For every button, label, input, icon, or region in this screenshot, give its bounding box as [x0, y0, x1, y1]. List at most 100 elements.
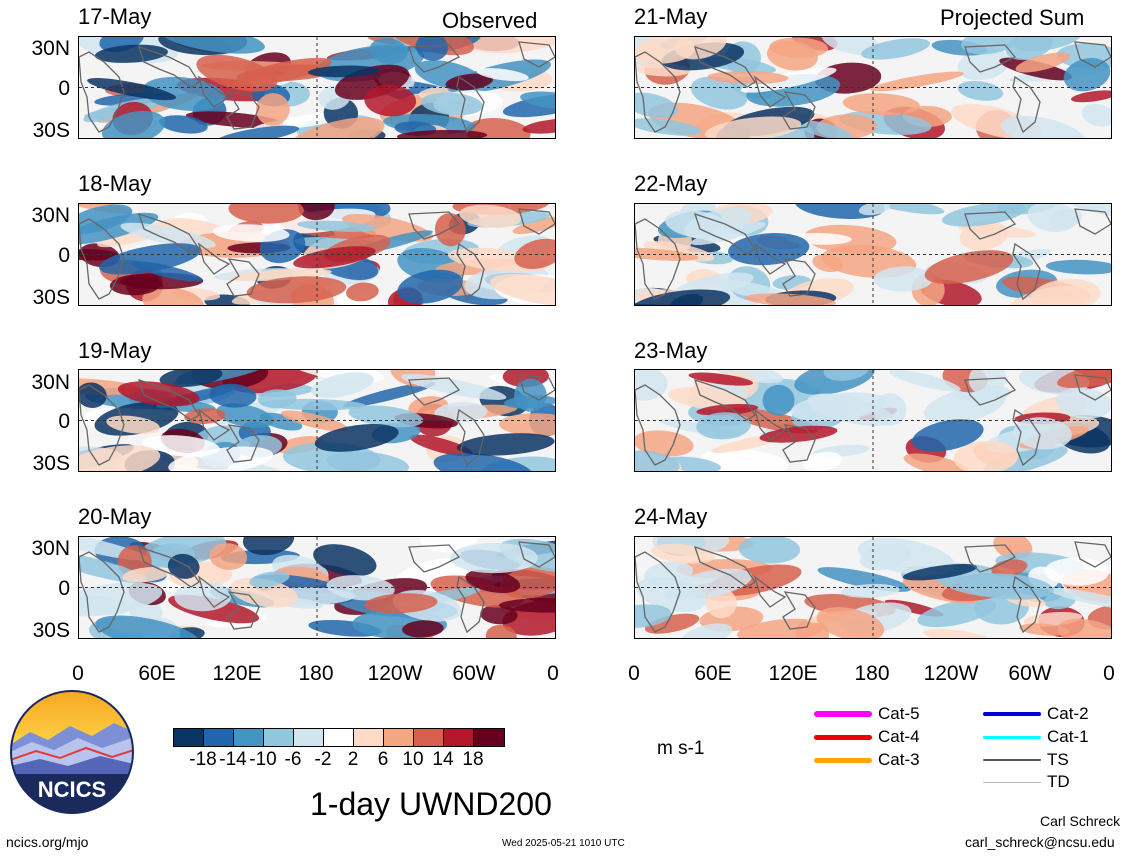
legend-item-cat5: Cat-5 — [814, 703, 920, 725]
anomaly-blob — [1019, 623, 1070, 636]
coastline — [635, 51, 681, 133]
coastline — [456, 242, 485, 301]
anomaly-blob — [873, 266, 934, 292]
lat-label: 0 — [58, 244, 70, 267]
anomaly-blob — [79, 445, 161, 471]
ncics-logo-icon: NCICS — [10, 690, 134, 814]
anomaly-blob — [137, 537, 227, 568]
anomaly-blob — [953, 440, 1019, 471]
legend-item-td: TD — [983, 771, 1070, 793]
anomaly-blob — [249, 571, 290, 588]
anomaly-blob — [840, 583, 900, 598]
legend-item-cat3: Cat-3 — [814, 749, 920, 771]
legend-label: Cat-4 — [878, 727, 920, 746]
lon-label: 0 — [72, 662, 84, 685]
anomaly-blob — [79, 248, 118, 261]
colorbar-box — [414, 729, 444, 746]
lat-label: 30S — [32, 452, 70, 475]
colorbar-box — [204, 729, 234, 746]
anomaly-blob — [745, 293, 836, 305]
anomaly-blob — [364, 593, 438, 614]
coastline — [693, 212, 756, 255]
coastline — [137, 378, 200, 421]
lat-label: 30S — [32, 286, 70, 309]
anomaly-blob — [759, 425, 838, 443]
anomaly-blob — [1081, 103, 1111, 127]
anomaly-blob — [307, 65, 380, 78]
coastline — [1012, 575, 1041, 634]
anomaly-blob — [122, 566, 170, 583]
anomaly-blob — [705, 116, 802, 138]
anomaly-blob — [485, 624, 517, 638]
anomaly-blob — [959, 573, 1054, 600]
coastline — [782, 591, 816, 630]
anomaly-map — [634, 203, 1112, 306]
anomaly-blob — [174, 581, 232, 612]
coastline — [1012, 75, 1041, 134]
anomaly-blob — [857, 537, 955, 576]
panel-date: 18-May — [78, 171, 152, 196]
anomaly-blob — [255, 93, 290, 126]
anomaly-blob — [923, 628, 991, 638]
anomaly-blob — [216, 403, 274, 429]
anomaly-blob — [1044, 557, 1109, 586]
units-label: m s-1 — [657, 738, 705, 759]
anomaly-blob — [101, 110, 166, 138]
coastline — [408, 544, 461, 573]
coastline — [226, 591, 260, 630]
anomaly-blob — [1056, 387, 1111, 419]
colorbar-tick-label: -14 — [219, 749, 247, 770]
projected-tag: Projected Sum — [940, 5, 1085, 30]
anomaly-blob — [369, 37, 408, 64]
anomaly-blob — [499, 413, 555, 437]
anomaly-blob — [415, 37, 449, 61]
anomaly-blob — [635, 289, 731, 305]
legend-label: TD — [1047, 772, 1070, 791]
anomaly-blob — [635, 450, 680, 471]
figure-title: 1-day UWND200 — [310, 786, 552, 822]
panel-date: 23-May — [634, 338, 708, 363]
coastline — [964, 44, 1017, 73]
anomaly-blob — [1070, 90, 1111, 103]
anomaly-blob — [364, 84, 417, 117]
anomaly-blob — [635, 92, 679, 119]
anomaly-blob — [812, 254, 844, 272]
anomaly-field — [635, 204, 1111, 305]
footer-url: ncics.org/mjo — [6, 834, 89, 850]
coastline — [964, 211, 1017, 240]
anomaly-blob — [434, 213, 466, 247]
coastline — [226, 424, 260, 463]
anomaly-field — [635, 537, 1111, 638]
anomaly-blob — [456, 433, 555, 456]
anomaly-blob — [79, 382, 107, 408]
legend-swatch — [983, 781, 1041, 783]
colorbar — [173, 728, 505, 747]
footer-author: Carl Schreck — [1040, 813, 1121, 829]
coastline — [782, 424, 816, 463]
anomaly-blob — [421, 92, 483, 116]
anomaly-map — [78, 36, 556, 139]
anomaly-blob — [957, 48, 1011, 81]
legend-item-cat2: Cat-2 — [983, 703, 1089, 725]
coastline — [782, 258, 816, 297]
coastline — [518, 541, 555, 568]
anomaly-blob — [261, 398, 366, 411]
lon-label: 180 — [854, 662, 890, 685]
anomaly-blob — [326, 451, 409, 471]
anomaly-blob — [117, 381, 200, 407]
anomaly-blob — [185, 111, 284, 129]
anomaly-blob — [168, 446, 274, 471]
colorbar-box — [444, 729, 474, 746]
legend-label: TS — [1047, 750, 1069, 769]
lon-label: 120E — [768, 662, 818, 685]
anomaly-blob — [79, 552, 147, 584]
anomaly-blob — [209, 383, 257, 408]
coastline — [518, 374, 555, 401]
coastline — [1012, 408, 1041, 467]
observed-tag: Observed — [442, 8, 538, 33]
anomaly-blob — [681, 623, 733, 638]
coastline — [226, 91, 260, 130]
legend-item-cat1: Cat-1 — [983, 726, 1089, 748]
lat-label: 30N — [31, 371, 70, 394]
coastline — [1074, 208, 1111, 235]
